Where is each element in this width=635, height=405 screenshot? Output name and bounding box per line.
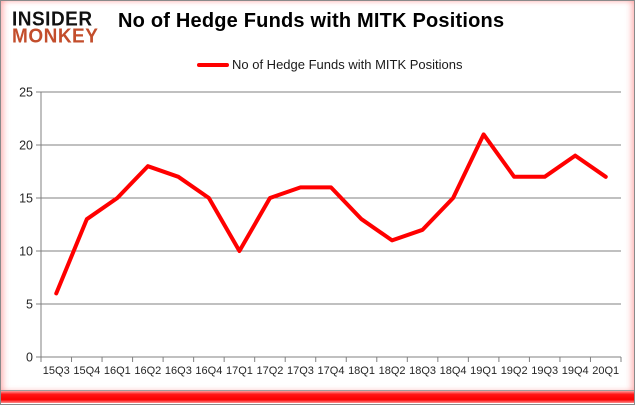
x-tick-label: 15Q3 <box>43 365 70 377</box>
x-tick-label: 17Q2 <box>256 365 283 377</box>
legend: No of Hedge Funds with MITK Positions <box>197 57 463 72</box>
insider-monkey-logo: INSIDER MONKEY <box>12 8 99 48</box>
x-tick-label: 16Q4 <box>195 365 222 377</box>
y-tick-label: 5 <box>26 298 33 312</box>
chart-panel: INSIDER MONKEY No of Hedge Funds with MI… <box>1 1 634 391</box>
x-tick-label: 19Q4 <box>562 365 589 377</box>
y-tick-label: 15 <box>19 192 33 206</box>
y-tick-label: 20 <box>19 139 33 153</box>
x-tick-label: 20Q1 <box>592 365 619 377</box>
y-tick-label: 0 <box>26 351 33 365</box>
x-tick-label: 18Q1 <box>348 365 375 377</box>
y-tick-label: 10 <box>19 245 33 259</box>
x-tick-label: 18Q4 <box>440 365 467 377</box>
x-tick-label: 17Q1 <box>226 365 253 377</box>
series-line-mitk <box>54 132 608 296</box>
y-tick-label: 25 <box>19 86 33 100</box>
x-tick-label: 18Q3 <box>409 365 436 377</box>
x-tick-label: 16Q2 <box>134 365 161 377</box>
logo-word-insider: INSIDER <box>12 8 93 31</box>
x-tick-label: 19Q3 <box>531 365 558 377</box>
x-tick-label: 16Q1 <box>104 365 131 377</box>
x-tick-label: 17Q4 <box>318 365 345 377</box>
legend-line-swatch-icon <box>197 62 229 67</box>
x-tick-label: 18Q2 <box>379 365 406 377</box>
bottom-accent-bar <box>1 391 634 403</box>
logo-word-monkey: MONKEY <box>12 25 99 48</box>
x-tick-label: 19Q1 <box>470 365 497 377</box>
x-tick-label: 19Q2 <box>501 365 528 377</box>
legend-label: No of Hedge Funds with MITK Positions <box>232 57 463 72</box>
x-tick-label: 17Q3 <box>287 365 314 377</box>
x-tick-label: 16Q3 <box>165 365 192 377</box>
x-tick-label: 15Q4 <box>73 365 100 377</box>
chart-title: No of Hedge Funds with MITK Positions <box>118 10 505 32</box>
